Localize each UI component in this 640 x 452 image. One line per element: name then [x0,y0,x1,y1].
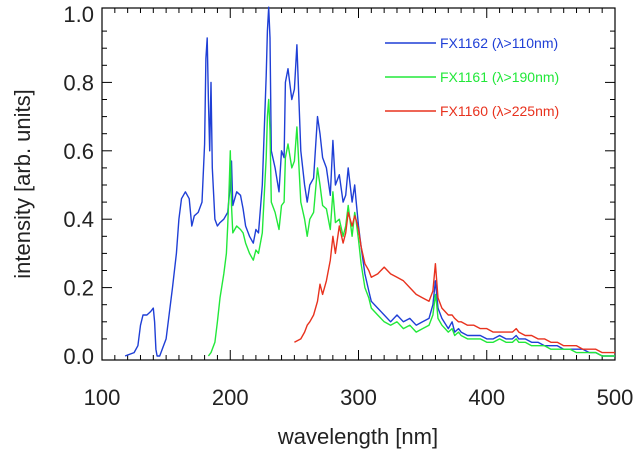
y-tick-label: 0.4 [63,207,94,232]
y-tick-label: 0.8 [63,70,94,95]
tick-labels: 100 200 300 400 500 0.0 0.2 0.4 0.6 0.8 1.0 [63,2,633,410]
x-tick-label: 400 [468,385,505,410]
legend-label-1: FX1161 (λ>190nm) [440,69,559,85]
y-axis-title: intensity [arb. units] [10,89,35,279]
plot-frame [101,7,616,361]
y-tick-label: 0.2 [63,276,94,301]
y-tick-label: 1.0 [63,2,94,27]
x-tick-label: 100 [84,385,121,410]
legend: FX1162 (λ>110nm) FX1161 (λ>190nm) FX1160 (… [385,35,559,119]
legend-label-2: FX1160 (λ>225nm) [440,103,559,119]
series-line-2 [294,211,615,354]
x-axis-title: wavelength [nm] [277,424,438,449]
x-tick-label: 300 [340,385,377,410]
y-tick-label: 0.0 [63,344,94,369]
series-lines [124,6,615,357]
axis-ticks [102,8,615,360]
legend-label-0: FX1162 (λ>110nm) [440,35,558,51]
series-line-1 [207,98,615,357]
y-tick-label: 0.6 [63,139,94,164]
x-tick-label: 200 [212,385,249,410]
series-line-0 [124,6,615,357]
x-tick-label: 500 [597,385,634,410]
